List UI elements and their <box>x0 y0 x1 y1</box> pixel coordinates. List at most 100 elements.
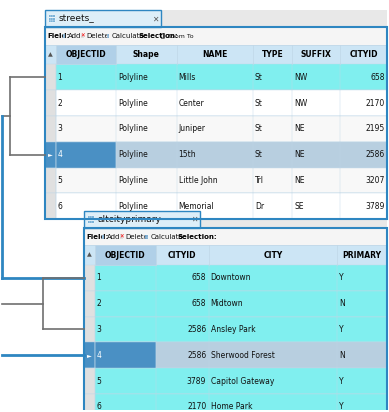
Text: OBJECTID: OBJECTID <box>66 50 106 59</box>
Bar <box>84 368 95 394</box>
Text: Delete: Delete <box>125 234 148 240</box>
Text: Calculate: Calculate <box>112 33 144 39</box>
Text: Shape: Shape <box>133 50 160 59</box>
Bar <box>45 193 56 219</box>
Text: Ansley Park: Ansley Park <box>210 325 255 334</box>
Bar <box>84 211 387 228</box>
Text: Polyline: Polyline <box>118 98 148 108</box>
Bar <box>64 34 65 36</box>
Bar <box>84 245 95 265</box>
Text: Selection:: Selection: <box>138 33 178 39</box>
Bar <box>45 28 387 44</box>
Bar <box>84 342 387 368</box>
Bar <box>108 34 109 36</box>
Text: NW: NW <box>294 73 308 82</box>
Bar <box>51 18 53 20</box>
Bar <box>107 34 108 36</box>
Bar <box>84 316 95 342</box>
Bar <box>51 15 53 17</box>
Bar <box>147 237 148 239</box>
Text: Center: Center <box>179 98 204 108</box>
Text: Delete: Delete <box>86 33 109 39</box>
Text: Home Park: Home Park <box>210 403 252 412</box>
Text: altcityprimary: altcityprimary <box>97 215 161 224</box>
Text: ▲: ▲ <box>48 52 53 57</box>
Text: St: St <box>255 73 263 82</box>
Text: Polyline: Polyline <box>118 73 148 82</box>
Bar <box>45 168 387 193</box>
Text: Field:: Field: <box>87 234 109 240</box>
Text: streets_: streets_ <box>58 14 94 23</box>
Bar <box>103 237 104 239</box>
Text: 5: 5 <box>96 377 102 386</box>
Text: Y: Y <box>339 274 344 282</box>
Bar <box>45 64 56 90</box>
Text: Downtown: Downtown <box>210 274 251 282</box>
Bar <box>108 36 109 38</box>
Text: ✕: ✕ <box>119 234 124 239</box>
Text: Capitol Gateway: Capitol Gateway <box>210 377 274 386</box>
Text: Polyline: Polyline <box>118 202 148 211</box>
Text: Add: Add <box>68 33 81 39</box>
Text: 4: 4 <box>58 150 63 159</box>
Bar <box>95 245 156 265</box>
Text: NW: NW <box>294 98 308 108</box>
Bar <box>84 316 387 342</box>
Text: 🔍 Zoom To: 🔍 Zoom To <box>161 33 194 39</box>
Bar <box>56 44 116 64</box>
Text: 5: 5 <box>58 176 63 185</box>
Bar <box>90 216 92 218</box>
Text: 3207: 3207 <box>365 176 385 185</box>
Bar <box>84 245 387 265</box>
Bar <box>84 228 387 245</box>
Text: 1: 1 <box>58 73 62 82</box>
Text: Y: Y <box>339 325 344 334</box>
Bar <box>88 221 90 223</box>
Text: 6: 6 <box>58 202 63 211</box>
Text: ▲: ▲ <box>87 253 91 258</box>
Text: 3789: 3789 <box>365 202 385 211</box>
Text: SE: SE <box>294 202 304 211</box>
Text: Juniper: Juniper <box>179 124 205 133</box>
Bar <box>51 20 53 22</box>
Text: Selection:: Selection: <box>177 234 217 240</box>
Bar <box>45 44 56 64</box>
Text: Trl: Trl <box>255 176 264 185</box>
Text: Y: Y <box>339 377 344 386</box>
Bar <box>64 36 65 38</box>
Text: 658: 658 <box>192 299 206 308</box>
Text: N: N <box>339 351 345 360</box>
Text: Polyline: Polyline <box>118 176 148 185</box>
Bar <box>45 193 387 219</box>
Bar <box>45 28 387 219</box>
Bar <box>84 211 200 228</box>
Bar <box>102 235 103 237</box>
Text: 2586: 2586 <box>366 150 385 159</box>
Bar <box>120 234 123 239</box>
Text: ►: ► <box>48 152 53 157</box>
Bar <box>84 394 387 412</box>
Text: 2: 2 <box>58 98 62 108</box>
Text: 3: 3 <box>58 124 63 133</box>
Text: Calculate: Calculate <box>151 234 183 240</box>
Bar <box>102 237 103 239</box>
Text: 15th: 15th <box>179 150 196 159</box>
Text: 1: 1 <box>96 274 101 282</box>
Text: 3: 3 <box>96 325 102 334</box>
Bar <box>56 142 116 168</box>
Bar <box>88 216 90 218</box>
Text: 2195: 2195 <box>366 124 385 133</box>
Bar <box>90 221 92 223</box>
Bar <box>49 18 51 20</box>
Text: 2170: 2170 <box>187 403 206 412</box>
Bar <box>45 44 387 64</box>
Text: 4: 4 <box>96 351 102 360</box>
Bar <box>84 265 387 291</box>
Bar <box>45 10 387 28</box>
Bar <box>45 142 56 168</box>
Text: Sherwood Forest: Sherwood Forest <box>210 351 274 360</box>
Text: St: St <box>255 124 263 133</box>
Text: ►: ► <box>87 353 91 358</box>
Bar <box>45 116 387 142</box>
Bar <box>90 218 92 220</box>
